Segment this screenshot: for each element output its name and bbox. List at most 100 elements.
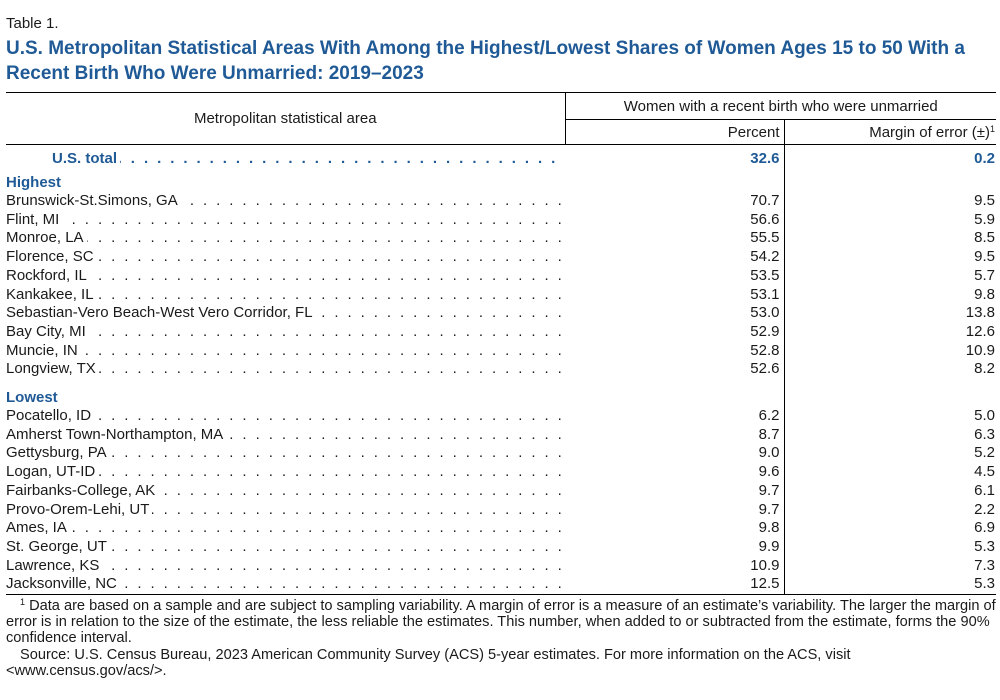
- leader-dots: . . . . . . . . . . . . . . . . . . . . …: [6, 341, 561, 359]
- table-row: . . . . . . . . . . . . . . . . . . . . …: [6, 192, 996, 211]
- table-row: . . . . . . . . . . . . . . . . . . . . …: [6, 229, 996, 249]
- table-row: . . . . . . . . . . . . . . . . . . . . …: [6, 407, 996, 426]
- area-name: Lawrence, KS: [6, 556, 103, 574]
- moe-cell: 7.3: [974, 556, 995, 574]
- table-row: . . . . . . . . . . . . . . . . . . . . …: [6, 360, 996, 380]
- moe-cell: 9.5: [974, 192, 995, 209]
- area-name: Provo-Orem-Lehi, UT: [6, 500, 153, 518]
- data-table: Metropolitan statistical area Women with…: [6, 92, 996, 596]
- leader-dots: . . . . . . . . . . . . . . . . . . . . …: [6, 575, 561, 593]
- table-row: . . . . . . . . . . . . . . . . . . . . …: [6, 463, 996, 482]
- percent-cell: 52.9: [565, 322, 785, 342]
- percent-cell: 53.0: [565, 304, 785, 323]
- percent-cell: 70.7: [565, 192, 785, 211]
- area-name: Monroe, LA: [6, 229, 87, 247]
- moe-cell: 9.5: [974, 248, 995, 266]
- table-row: . . . . . . . . . . . . . . . . . . . . …: [6, 322, 996, 342]
- spacer-row: [6, 379, 996, 389]
- area-name: Ames, IA: [6, 519, 70, 537]
- table-row: . . . . . . . . . . . . . . . . . . . . …: [6, 210, 996, 230]
- moe-cell: 10.9: [965, 341, 995, 359]
- table-row: . . . . . . . . . . . . . . . . . . . . …: [6, 575, 996, 596]
- moe-cell: 8.2: [974, 360, 995, 378]
- moe-cell: 5.3: [784, 575, 996, 596]
- percent-cell: 9.9: [565, 537, 785, 557]
- area-name: St. George, UT: [6, 537, 110, 555]
- column-header-area: Metropolitan statistical area: [6, 92, 566, 145]
- column-group-header: Women with a recent birth who were unmar…: [565, 92, 996, 120]
- area-name: Rockford, IL: [6, 266, 90, 284]
- column-header-moe: Margin of error (±)1: [784, 119, 996, 145]
- table-row: . . . . . . . . . . . . . . . . . . . . …: [6, 341, 996, 361]
- area-name: Fairbanks-College, AK: [6, 481, 159, 499]
- area-name: Amherst Town-Northampton, MA: [6, 425, 227, 443]
- leader-dots: . . . . . . . . . . . . . . . . . . . . …: [6, 210, 561, 228]
- percent-cell: 9.0: [565, 444, 785, 464]
- percent-cell: 9.6: [565, 463, 785, 482]
- area-name: Brunswick-St.Simons, GA: [6, 192, 181, 209]
- table-row: . . . . . . . . . . . . . . . . . . . . …: [6, 248, 996, 267]
- moe-header-label: Margin of error (±): [869, 123, 990, 141]
- area-name: Gettysburg, PA: [6, 444, 110, 462]
- total-percent: 32.6: [565, 144, 785, 173]
- moe-cell: 13.8: [965, 304, 995, 322]
- percent-cell: 9.7: [565, 500, 785, 520]
- table-row: . . . . . . . . . . . . . . . . . . . . …: [6, 537, 996, 557]
- percent-cell: 8.7: [565, 425, 785, 445]
- leader-dots: . . . . . . . . . . . . . . . . . . . . …: [6, 229, 561, 247]
- table-label: Table 1.: [6, 15, 59, 32]
- area-name: Pocatello, ID: [6, 407, 95, 425]
- percent-cell: 54.2: [565, 248, 785, 267]
- table-row: . . . . . . . . . . . . . . . . . . . . …: [6, 500, 996, 520]
- moe-cell: 5.7: [974, 266, 995, 284]
- leader-dots: . . . . . . . . . . . . . . . . . . . . …: [6, 322, 561, 340]
- area-name: Sebastian-Vero Beach-West Vero Corridor,…: [6, 304, 316, 322]
- table-row: . . . . . . . . . . . . . . . . . . . . …: [6, 285, 996, 305]
- leader-dots: . . . . . . . . . . . . . . . . . . . . …: [6, 407, 561, 425]
- percent-cell: 9.8: [565, 519, 785, 538]
- leader-dots: . . . . . . . . . . . . . . . . . . . . …: [52, 150, 561, 167]
- area-name: Flint, MI: [6, 210, 63, 228]
- percent-cell: 6.2: [565, 407, 785, 426]
- moe-cell: 6.1: [974, 481, 995, 499]
- moe-cell: 8.5: [974, 229, 995, 247]
- moe-cell: 6.9: [974, 519, 995, 537]
- moe-cell: 6.3: [974, 425, 995, 443]
- area-name: Longview, TX: [6, 360, 99, 378]
- moe-cell: 5.2: [974, 444, 995, 462]
- table-row: . . . . . . . . . . . . . . . . . . . . …: [6, 425, 996, 445]
- moe-cell: 5.9: [974, 210, 995, 228]
- area-name: Florence, SC: [6, 248, 97, 266]
- footnotes: 1 Data are based on a sample and are sub…: [6, 598, 996, 679]
- table-row: . . . . . . . . . . . . . . . . . . . . …: [6, 266, 996, 286]
- leader-dots: . . . . . . . . . . . . . . . . . . . . …: [6, 519, 561, 537]
- moe-cell: 5.3: [974, 537, 995, 555]
- moe-cell: 5.0: [974, 407, 995, 425]
- total-label: U.S. total: [52, 150, 121, 167]
- table-row: . . . . . . . . . . . . . . . . . . . . …: [6, 304, 996, 323]
- area-name: Jacksonville, NC: [6, 575, 120, 593]
- table-row: . . . . . . . . . . . . . . . . . . . . …: [6, 481, 996, 501]
- percent-cell: 12.5: [565, 575, 785, 596]
- moe-cell: 12.6: [965, 322, 995, 340]
- leader-dots: . . . . . . . . . . . . . . . . . . . . …: [6, 248, 561, 266]
- leader-dots: . . . . . . . . . . . . . . . . . . . . …: [6, 360, 561, 378]
- column-header-percent: Percent: [565, 119, 785, 145]
- total-moe: 0.2: [974, 150, 995, 167]
- leader-dots: . . . . . . . . . . . . . . . . . . . . …: [6, 285, 561, 303]
- section-label: Lowest: [6, 389, 58, 407]
- total-row: . . . . . . . . . . . . . . . . . . . . …: [6, 144, 996, 173]
- footnote-ref: 1: [989, 123, 995, 134]
- moe-cell: 4.5: [974, 463, 995, 481]
- area-name: Kankakee, IL: [6, 285, 97, 303]
- leader-dots: . . . . . . . . . . . . . . . . . . . . …: [6, 444, 561, 462]
- table-row: . . . . . . . . . . . . . . . . . . . . …: [6, 556, 996, 576]
- moe-cell: 2.2: [974, 500, 995, 518]
- section-lowest: Lowest: [6, 388, 996, 408]
- moe-cell: 9.8: [974, 285, 995, 303]
- leader-dots: . . . . . . . . . . . . . . . . . . . . …: [6, 537, 561, 555]
- section-highest: Highest: [6, 173, 996, 192]
- percent-cell: 52.6: [565, 360, 785, 380]
- table-row: . . . . . . . . . . . . . . . . . . . . …: [6, 444, 996, 464]
- area-name: Bay City, MI: [6, 322, 89, 340]
